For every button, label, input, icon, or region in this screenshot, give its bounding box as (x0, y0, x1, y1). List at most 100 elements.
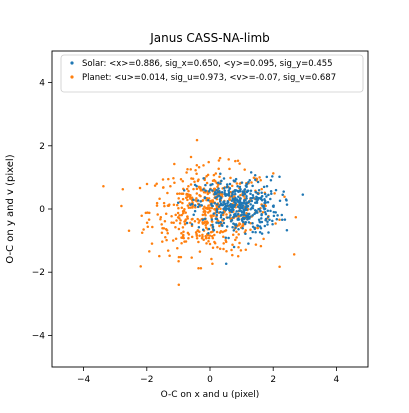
data-point (176, 201, 180, 204)
data-point (261, 204, 264, 208)
data-point (216, 185, 219, 188)
data-point (262, 237, 265, 241)
data-point (241, 204, 245, 207)
data-point (195, 192, 199, 195)
data-point (256, 198, 259, 202)
data-point (242, 201, 246, 204)
data-point (236, 254, 240, 258)
data-point (203, 220, 207, 224)
data-point (144, 211, 148, 215)
data-point (211, 223, 214, 227)
data-point (244, 229, 247, 232)
data-point (198, 203, 201, 206)
data-point (275, 217, 279, 221)
data-point (151, 225, 154, 229)
data-point (215, 210, 219, 214)
data-point (138, 186, 142, 190)
data-point (158, 254, 161, 258)
data-point (181, 234, 185, 238)
data-point (202, 207, 205, 210)
data-point (188, 193, 191, 197)
data-point (164, 235, 167, 239)
data-point (159, 217, 162, 221)
data-point (226, 216, 229, 219)
data-point (263, 192, 267, 196)
data-point (243, 216, 247, 220)
data-point (179, 200, 182, 203)
x-tick-label: −4 (77, 375, 91, 385)
data-point (283, 195, 286, 198)
data-point (185, 221, 189, 225)
data-point (197, 267, 200, 270)
data-point (271, 219, 274, 223)
data-point (177, 255, 181, 259)
data-point (213, 240, 216, 244)
data-point (231, 253, 234, 257)
data-point (232, 245, 236, 249)
data-point (179, 178, 183, 181)
data-point (211, 182, 214, 186)
data-point (266, 220, 269, 223)
data-point (268, 218, 271, 221)
data-point (264, 204, 267, 208)
data-point (206, 207, 209, 210)
data-point (121, 187, 125, 191)
data-point (241, 193, 245, 197)
data-point (176, 211, 180, 215)
data-point (165, 238, 168, 242)
data-points (102, 138, 305, 287)
data-point (209, 200, 212, 203)
data-point (172, 221, 175, 225)
data-point (272, 210, 276, 214)
data-point (259, 244, 263, 248)
data-point (249, 215, 252, 218)
data-point (266, 201, 270, 204)
data-point (179, 219, 182, 222)
x-axis-ticks: −4 −2 0 2 4 (77, 367, 340, 385)
data-point (250, 181, 253, 184)
data-point (176, 247, 179, 250)
data-point (211, 236, 215, 240)
data-point (205, 242, 208, 245)
data-point (189, 221, 192, 225)
data-point (161, 178, 165, 181)
data-point (210, 220, 214, 223)
data-point (257, 218, 261, 222)
data-point (253, 227, 257, 231)
data-point (254, 190, 257, 194)
data-point (185, 171, 188, 174)
data-point (260, 187, 263, 191)
data-point (256, 192, 260, 196)
data-point (145, 221, 149, 224)
data-point (205, 174, 208, 178)
data-point (201, 199, 205, 202)
data-point (220, 203, 224, 207)
data-point (238, 203, 241, 207)
data-point (220, 211, 224, 215)
data-point (197, 240, 200, 244)
legend-label: Planet: <u>=0.014, sig_u=0.973, <v>=-0.0… (82, 73, 336, 83)
data-point (267, 231, 270, 234)
data-point (169, 184, 172, 188)
data-point (220, 179, 223, 183)
data-point (237, 233, 240, 236)
data-point (195, 138, 199, 142)
data-point (230, 210, 234, 214)
data-point (194, 168, 197, 172)
data-point (204, 224, 207, 227)
data-point (235, 236, 238, 239)
data-point (163, 204, 166, 208)
data-point (201, 218, 205, 222)
data-point (237, 213, 240, 216)
legend: Solar: <x>=0.886, sig_x=0.650, <y>=0.095… (60, 54, 364, 93)
data-point (219, 220, 222, 224)
data-point (142, 228, 145, 231)
data-point (248, 217, 251, 220)
data-point (215, 217, 219, 221)
data-point (231, 243, 234, 246)
data-point (234, 226, 237, 229)
data-point (238, 241, 241, 245)
x-tick-label: 4 (334, 375, 340, 385)
data-point (265, 195, 268, 198)
